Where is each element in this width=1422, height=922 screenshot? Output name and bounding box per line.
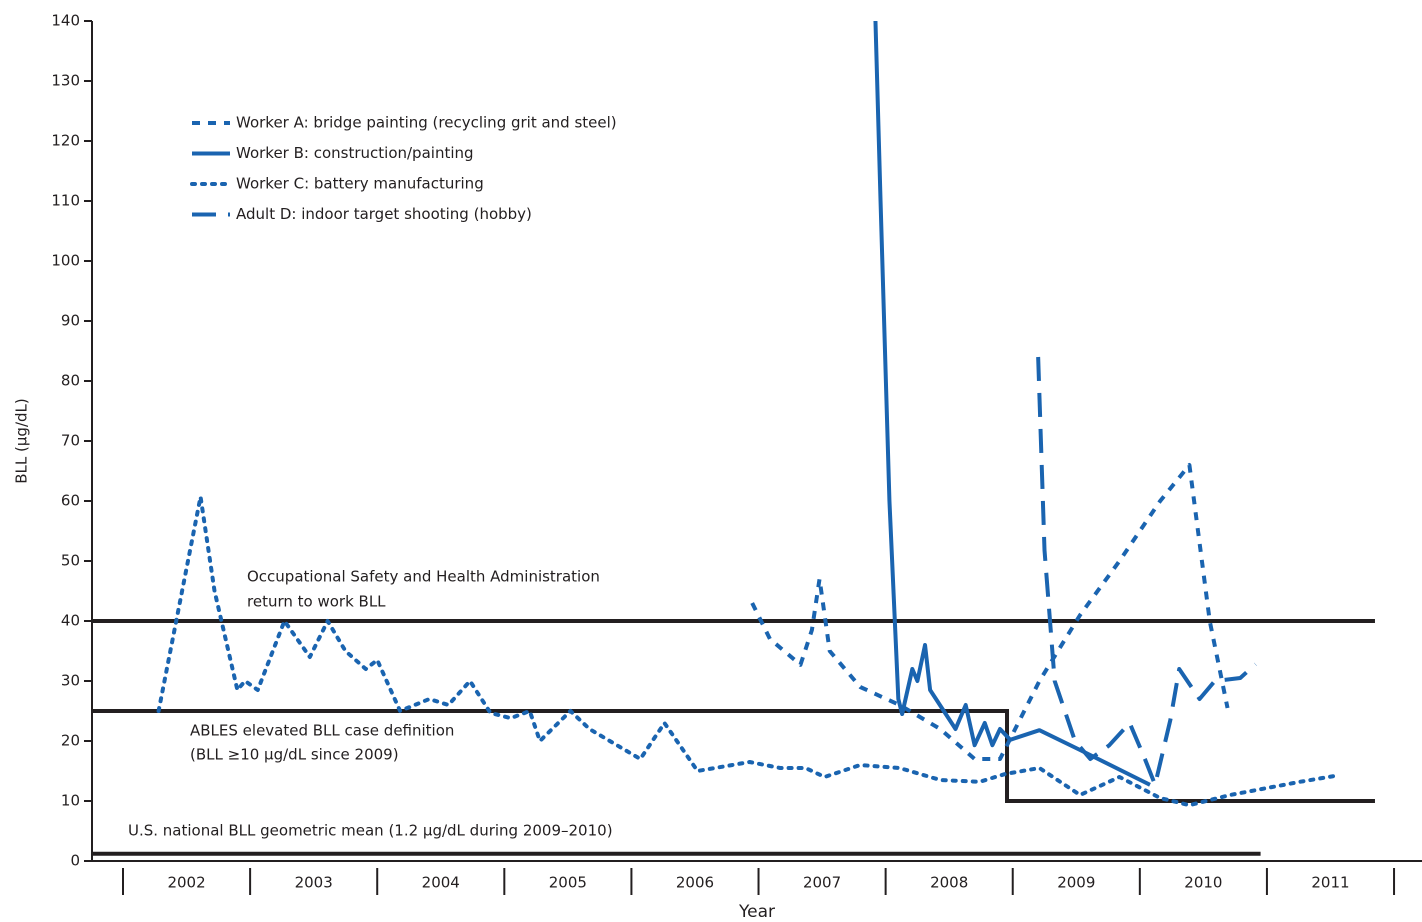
reference-label: (BLL ≥10 µg/dL since 2009) [190, 746, 399, 764]
reference-label: return to work BLL [247, 593, 386, 611]
reference-line [92, 709, 1375, 803]
y-axis-label: BLL (µg/dL) [13, 398, 31, 483]
legend-label: Worker C: battery manufacturing [236, 175, 484, 193]
y-tick-label: 70 [61, 432, 80, 450]
x-tick-label: 2005 [549, 874, 587, 892]
legend-label: Worker B: construction/painting [236, 144, 474, 162]
y-tick-label: 60 [61, 492, 80, 510]
y-tick-label: 100 [51, 252, 80, 270]
x-tick-label: 2010 [1184, 874, 1222, 892]
y-tick-label: 110 [51, 192, 80, 210]
series-line [873, 21, 1151, 787]
legend-label: Worker A: bridge painting (recycling gri… [236, 114, 617, 132]
x-tick-label: 2008 [930, 874, 968, 892]
x-tick-label: 2009 [1057, 874, 1095, 892]
x-tick-label: 2007 [803, 874, 841, 892]
x-tick-label: 2003 [295, 874, 333, 892]
y-tick-label: 80 [61, 372, 80, 390]
y-tick-label: 120 [51, 132, 80, 150]
x-axis-label: Year [738, 902, 775, 922]
plot-area [156, 21, 1338, 808]
x-tick-label: 2006 [676, 874, 714, 892]
series-line [1036, 356, 1257, 787]
y-tick-label: 50 [61, 552, 80, 570]
y-tick-label: 30 [61, 672, 80, 690]
y-tick-label: 40 [61, 612, 80, 630]
x-tick-label: 2011 [1311, 874, 1349, 892]
x-tick-label: 2004 [422, 874, 460, 892]
y-tick-label: 20 [61, 732, 80, 750]
reference-label: Occupational Safety and Health Administr… [247, 568, 600, 586]
y-tick-label: 140 [51, 12, 80, 30]
y-tick-label: 10 [61, 792, 80, 810]
x-tick-label: 2002 [167, 874, 205, 892]
reference-label: ABLES elevated BLL case definition [190, 722, 454, 740]
y-tick-label: 0 [70, 852, 80, 870]
y-tick-label: 90 [61, 312, 80, 330]
series-line [750, 463, 1230, 761]
reference-label: U.S. national BLL geometric mean (1.2 µg… [128, 822, 613, 840]
legend-label: Adult D: indoor target shooting (hobby) [236, 205, 532, 223]
series-line [156, 494, 1338, 808]
y-tick-label: 130 [51, 72, 80, 90]
